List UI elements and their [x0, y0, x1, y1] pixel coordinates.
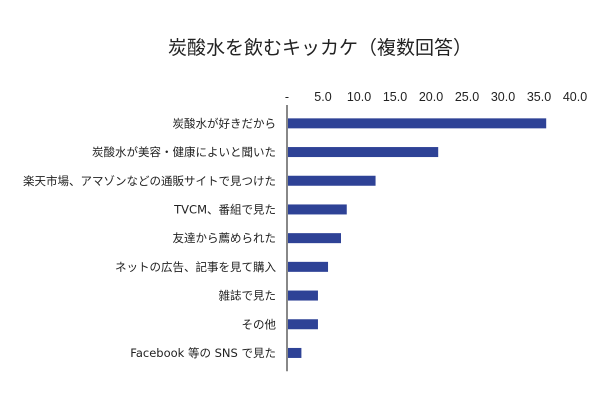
bar	[287, 175, 376, 186]
bar	[287, 118, 547, 129]
bar	[287, 347, 302, 358]
category-label: 友達から薦められた	[173, 231, 277, 245]
bar	[287, 290, 318, 301]
x-tick-label: 10.0	[347, 90, 371, 104]
x-tick-label: 35.0	[527, 90, 551, 104]
chart-title: 炭酸水を飲むキッカケ（複数回答）	[168, 37, 472, 59]
category-label: 雑誌で見た	[219, 289, 277, 303]
x-tick-label: 25.0	[455, 90, 479, 104]
bar	[287, 319, 318, 330]
x-tick-label: 5.0	[314, 90, 331, 104]
bar	[287, 233, 341, 244]
bar	[287, 261, 329, 272]
category-label: 炭酸水が好きだから	[173, 116, 277, 130]
x-tick-label: 15.0	[383, 90, 407, 104]
category-label: ネットの広告、記事を見て購入	[115, 260, 276, 274]
x-tick-label: 30.0	[491, 90, 515, 104]
x-tick-label: 40.0	[563, 90, 587, 104]
x-axis-ticks: - 5.0 10.0 15.0 20.0 25.0 30.0 35.0 40.0	[285, 90, 587, 104]
bar-series	[287, 118, 547, 358]
x-tick-label: -	[285, 90, 289, 104]
bar	[287, 204, 347, 215]
category-labels: 炭酸水が好きだから炭酸水が美容・健康によいと聞いた楽天市場、アマゾンなどの通販サ…	[23, 116, 276, 360]
category-label: 楽天市場、アマゾンなどの通販サイトで見つけた	[23, 174, 276, 188]
category-label: 炭酸水が美容・健康によいと聞いた	[92, 145, 276, 159]
bar	[287, 147, 439, 158]
category-label: その他	[242, 317, 277, 331]
category-label: TVCM、番組で見た	[173, 202, 276, 216]
category-label: Facebook 等の SNS で見た	[130, 346, 276, 360]
x-tick-label: 20.0	[419, 90, 443, 104]
